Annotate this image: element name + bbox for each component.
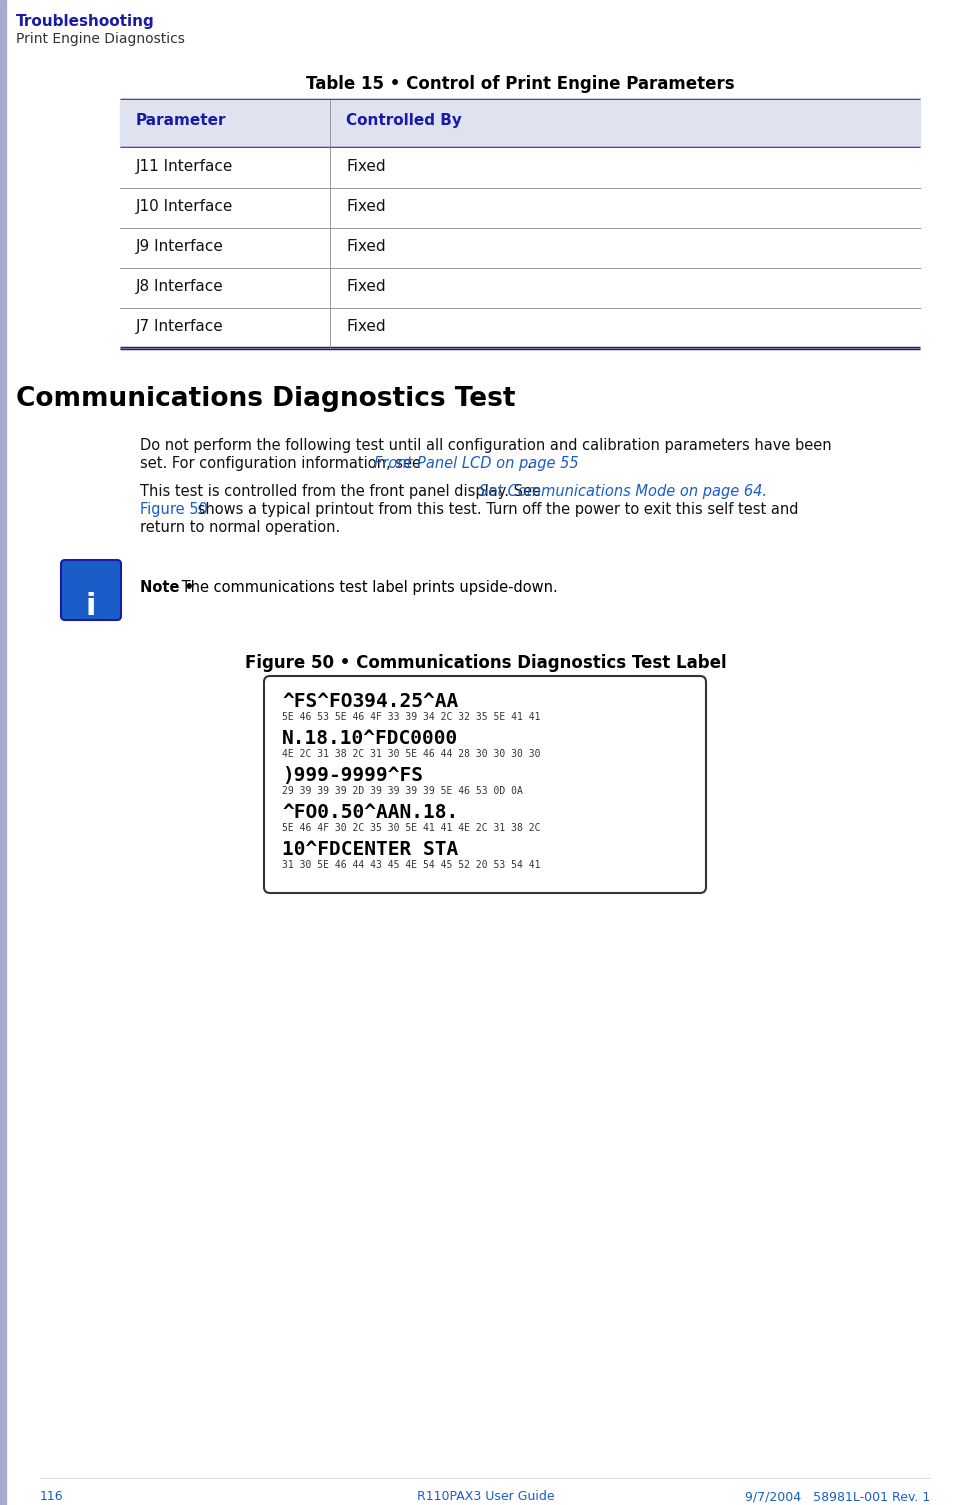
Text: Communications Diagnostics Test: Communications Diagnostics Test xyxy=(16,385,516,412)
Text: Troubleshooting: Troubleshooting xyxy=(16,14,155,29)
Text: Table 15 • Control of Print Engine Parameters: Table 15 • Control of Print Engine Param… xyxy=(306,75,735,93)
Bar xyxy=(120,99,920,147)
Text: Set Communications Mode on page 64.: Set Communications Mode on page 64. xyxy=(480,485,768,500)
Bar xyxy=(120,268,920,309)
Text: set. For configuration information, see: set. For configuration information, see xyxy=(140,456,425,471)
Text: 31 30 5E 46 44 43 45 4E 54 45 52 20 53 54 41: 31 30 5E 46 44 43 45 4E 54 45 52 20 53 5… xyxy=(282,859,540,870)
Text: Figure 50: Figure 50 xyxy=(140,503,208,518)
Text: J8 Interface: J8 Interface xyxy=(136,278,224,293)
Text: ^FO0.50^AAN.18.: ^FO0.50^AAN.18. xyxy=(282,804,458,822)
Text: The communications test label prints upside-down.: The communications test label prints ups… xyxy=(177,579,558,594)
Text: 5E 46 4F 30 2C 35 30 5E 41 41 4E 2C 31 38 2C: 5E 46 4F 30 2C 35 30 5E 41 41 4E 2C 31 3… xyxy=(282,823,540,832)
Text: Fixed: Fixed xyxy=(346,319,385,334)
Text: J11 Interface: J11 Interface xyxy=(136,160,234,175)
Text: 9/7/2004   58981L-001 Rev. 1: 9/7/2004 58981L-001 Rev. 1 xyxy=(744,1490,930,1503)
Text: 4E 2C 31 38 2C 31 30 5E 46 44 28 30 30 30 30: 4E 2C 31 38 2C 31 30 5E 46 44 28 30 30 3… xyxy=(282,749,540,759)
Text: )999-9999^FS: )999-9999^FS xyxy=(282,766,423,786)
Text: Note •: Note • xyxy=(140,579,194,594)
Text: Fixed: Fixed xyxy=(346,239,385,254)
Text: i: i xyxy=(86,591,96,622)
Text: J9 Interface: J9 Interface xyxy=(136,239,224,254)
Text: R110PAX3 User Guide: R110PAX3 User Guide xyxy=(417,1490,555,1503)
Bar xyxy=(120,227,920,268)
Text: Parameter: Parameter xyxy=(136,113,227,128)
Text: Print Engine Diagnostics: Print Engine Diagnostics xyxy=(16,32,185,47)
Bar xyxy=(120,309,920,348)
Text: ^FS^FO394.25^AA: ^FS^FO394.25^AA xyxy=(282,692,458,710)
Text: 29 39 39 39 2D 39 39 39 39 5E 46 53 0D 0A: 29 39 39 39 2D 39 39 39 39 5E 46 53 0D 0… xyxy=(282,786,523,796)
Text: Fixed: Fixed xyxy=(346,160,385,175)
Text: 10^FDCENTER STA: 10^FDCENTER STA xyxy=(282,840,458,859)
Text: return to normal operation.: return to normal operation. xyxy=(140,521,341,534)
Text: shows a typical printout from this test. Turn off the power to exit this self te: shows a typical printout from this test.… xyxy=(193,503,798,518)
Text: N.18.10^FDC0000: N.18.10^FDC0000 xyxy=(282,728,458,748)
Text: J7 Interface: J7 Interface xyxy=(136,319,224,334)
Text: This test is controlled from the front panel display. See: This test is controlled from the front p… xyxy=(140,485,546,500)
Bar xyxy=(120,147,920,188)
Text: 116: 116 xyxy=(40,1490,63,1503)
Text: Figure 50 • Communications Diagnostics Test Label: Figure 50 • Communications Diagnostics T… xyxy=(245,655,727,673)
Text: 5E 46 53 5E 46 4F 33 39 34 2C 32 35 5E 41 41: 5E 46 53 5E 46 4F 33 39 34 2C 32 35 5E 4… xyxy=(282,712,540,722)
Bar xyxy=(0,0,6,1505)
FancyBboxPatch shape xyxy=(61,560,121,620)
Text: Front Panel LCD on page 55: Front Panel LCD on page 55 xyxy=(374,456,579,471)
Text: Do not perform the following test until all configuration and calibration parame: Do not perform the following test until … xyxy=(140,438,832,453)
Text: Controlled By: Controlled By xyxy=(346,113,462,128)
Text: .: . xyxy=(526,456,531,471)
Text: Fixed: Fixed xyxy=(346,278,385,293)
Text: J10 Interface: J10 Interface xyxy=(136,199,234,214)
FancyBboxPatch shape xyxy=(264,676,706,892)
Bar xyxy=(120,188,920,227)
Text: Fixed: Fixed xyxy=(346,199,385,214)
